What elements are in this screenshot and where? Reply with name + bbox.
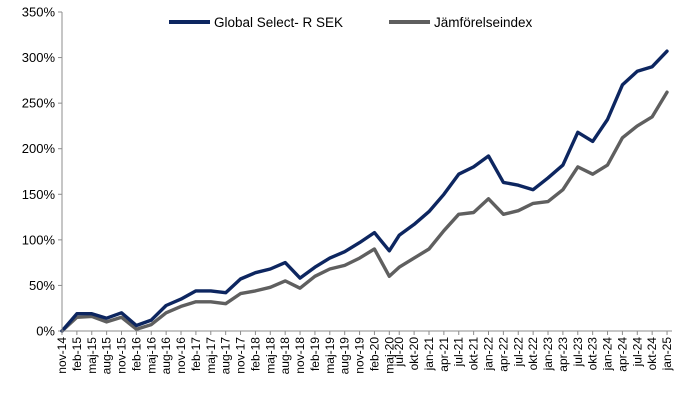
x-tick-label: jul-22 — [511, 337, 525, 368]
x-tick-label: aug-19 — [338, 337, 352, 375]
x-tick-label: nov-17 — [234, 337, 248, 374]
series-line-global-select — [60, 49, 669, 333]
x-tick-label: jan-25 — [660, 337, 674, 372]
x-tick-label: apr-22 — [496, 337, 510, 372]
x-tick-label: jul-24 — [630, 337, 644, 368]
y-tick-label: 100% — [22, 232, 56, 247]
x-tick-label: jul-21 — [452, 337, 466, 368]
x-tick-label: jan-21 — [422, 337, 436, 372]
y-tick-label: 350% — [22, 5, 56, 20]
y-tick-label: 0% — [36, 324, 55, 339]
x-tick-label: nov-15 — [115, 337, 129, 374]
x-tick-label: feb-15 — [70, 337, 84, 371]
x-tick-label: feb-19 — [308, 337, 322, 371]
x-tick-label: okt-22 — [526, 337, 540, 371]
x-tick-label: jan-23 — [541, 337, 555, 372]
y-tick-label: 250% — [22, 96, 56, 111]
y-tick-label: 50% — [29, 278, 55, 293]
series-layer — [60, 49, 669, 333]
y-tick-label: 200% — [22, 141, 56, 156]
x-tick-label: nov-14 — [55, 337, 69, 374]
legend: Global Select- R SEK Jämförelseindex — [169, 15, 533, 30]
x-tick-label: feb-17 — [189, 337, 203, 371]
y-tick-label: 300% — [22, 50, 56, 65]
x-tick-label: maj-16 — [144, 337, 158, 374]
x-tick-label: maj-19 — [323, 337, 337, 374]
x-tick-label: maj-20 — [382, 337, 396, 374]
x-tick-label: feb-20 — [367, 337, 381, 371]
x-tick-label: jan-24 — [601, 337, 615, 372]
x-tick-label: aug-17 — [219, 337, 233, 375]
x-tick-label: okt-23 — [586, 337, 600, 371]
x-tick-label: okt-24 — [645, 337, 659, 371]
x-tick-label: apr-24 — [615, 337, 629, 372]
x-tick-label: nov-16 — [174, 337, 188, 374]
legend-label-jamforelseindex: Jämförelseindex — [434, 15, 533, 30]
x-tick-label: aug-18 — [278, 337, 292, 375]
x-tick-label: nov-19 — [353, 337, 367, 374]
x-tick-label: okt-20 — [407, 337, 421, 371]
x-tick-label: maj-18 — [263, 337, 277, 374]
x-tick-label: jul-20 — [392, 337, 406, 368]
x-tick-label: jul-23 — [571, 337, 585, 368]
y-tick-label: 150% — [22, 187, 56, 202]
x-tick-label: maj-17 — [204, 337, 218, 374]
x-tick-label: apr-23 — [556, 337, 570, 372]
x-tick-label: feb-18 — [248, 337, 262, 371]
x-tick-label: aug-15 — [100, 337, 114, 375]
legend-label-global-select: Global Select- R SEK — [214, 15, 343, 30]
x-tick-label: feb-16 — [129, 337, 143, 371]
x-tick-label: aug-16 — [159, 337, 173, 375]
x-tick-label: apr-21 — [437, 337, 451, 372]
x-tick-label: okt-21 — [467, 337, 481, 371]
x-tick-label: nov-18 — [293, 337, 307, 374]
x-axis: nov-14 feb-15 maj-15 aug-15 nov-15 feb-16 maj-… — [55, 331, 674, 374]
x-tick-label: jan-22 — [482, 337, 496, 372]
x-tick-label: maj-15 — [85, 337, 99, 374]
series-line-jamforelseindex — [60, 90, 669, 333]
y-axis: 0% 50% 100% 150% 200% 250% 300% 350% — [22, 5, 62, 339]
